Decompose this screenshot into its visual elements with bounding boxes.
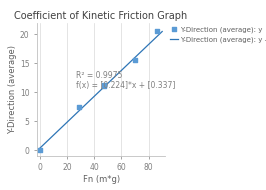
Y-Direction (average): y - fit: (90, 20.5): y - fit: (90, 20.5)	[161, 30, 164, 33]
Y-Direction (average): y: (47, 11): y: (47, 11)	[102, 85, 106, 88]
Y-Direction (average): y: (86, 20.5): y: (86, 20.5)	[155, 30, 159, 33]
Y-axis label: Y-Direction (average): Y-Direction (average)	[8, 45, 17, 134]
Line: Y-Direction (average): y - fit: Y-Direction (average): y - fit	[40, 32, 162, 148]
Y-Direction (average): y - fit: (3.62, 1.15): y - fit: (3.62, 1.15)	[43, 142, 47, 145]
Y-Direction (average): y: (0, 0): y: (0, 0)	[38, 149, 42, 152]
Y-Direction (average): y - fit: (82.3, 18.8): y - fit: (82.3, 18.8)	[150, 40, 153, 43]
X-axis label: Fn (m*g): Fn (m*g)	[82, 175, 120, 184]
Title: Coefficient of Kinetic Friction Graph: Coefficient of Kinetic Friction Graph	[14, 11, 188, 21]
Y-Direction (average): y: (29, 7.5): y: (29, 7.5)	[77, 105, 81, 108]
Y-Direction (average): y - fit: (24, 5.71): y - fit: (24, 5.71)	[71, 116, 74, 118]
Y-Direction (average): y - fit: (5.43, 1.55): y - fit: (5.43, 1.55)	[46, 140, 49, 142]
Y-Direction (average): y: (70, 15.5): y: (70, 15.5)	[133, 59, 137, 62]
Y-Direction (average): y: (47, 11.2): y: (47, 11.2)	[102, 84, 106, 87]
Y-Direction (average): y - fit: (0, 0.337): y - fit: (0, 0.337)	[38, 147, 41, 149]
Legend: Y-Direction (average): y, Y-Direction (average): y - fit: Y-Direction (average): y, Y-Direction (a…	[170, 26, 266, 43]
Text: R² = 0.9975
f(x) = [0.224]*x + [0.337]: R² = 0.9975 f(x) = [0.224]*x + [0.337]	[76, 71, 175, 90]
Y-Direction (average): y - fit: (16.7, 4.09): y - fit: (16.7, 4.09)	[61, 125, 64, 127]
Y-Direction (average): y - fit: (85.5, 19.5): y - fit: (85.5, 19.5)	[155, 36, 158, 39]
